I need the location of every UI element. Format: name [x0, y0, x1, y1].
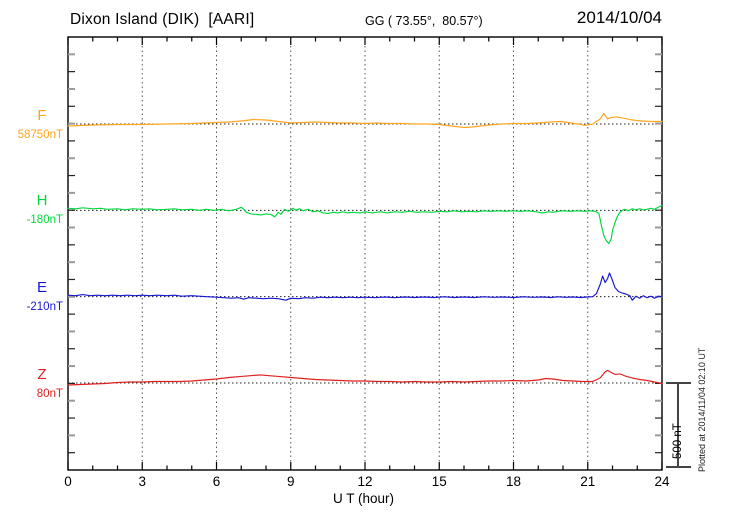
x-tick-label: 3 — [138, 474, 146, 489]
channel-baseline-value-f: 58750nT — [17, 129, 63, 141]
x-tick-label: 6 — [212, 474, 221, 489]
x-tick-label: 18 — [505, 474, 522, 489]
x-axis-title: U T (hour) — [333, 491, 395, 506]
trace-f — [67, 113, 663, 129]
channel-baseline-value-z: 80nT — [36, 388, 63, 400]
x-tick-label: 15 — [431, 474, 447, 489]
trace-e — [67, 272, 663, 301]
station-title: Dixon Island (DIK) [AARI] — [70, 11, 255, 28]
plotted-at-timestamp: Plotted at 2014/11/04 02:10 UT — [697, 347, 707, 472]
channel-label-h: H — [36, 192, 48, 209]
x-tick-label: 0 — [64, 474, 72, 489]
trace-h — [67, 204, 663, 245]
channel-baseline-value-h: -180nT — [26, 214, 63, 226]
plot-date: 2014/10/04 — [576, 8, 662, 27]
trace-z — [67, 369, 663, 386]
x-tick-label: 12 — [357, 474, 373, 489]
channel-label-f: F — [37, 107, 47, 124]
x-tick-label: 21 — [580, 474, 596, 489]
geographic-coordinates: GG ( 73.55°, 80.57°) — [365, 14, 483, 28]
scale-bar-label: 500 nT — [672, 423, 684, 459]
x-tick-label: 9 — [286, 474, 295, 489]
channel-label-e: E — [36, 279, 47, 296]
channel-baseline-value-e: -210nT — [26, 301, 63, 313]
x-tick-label: 24 — [654, 474, 670, 489]
channel-label-z: Z — [37, 366, 47, 383]
